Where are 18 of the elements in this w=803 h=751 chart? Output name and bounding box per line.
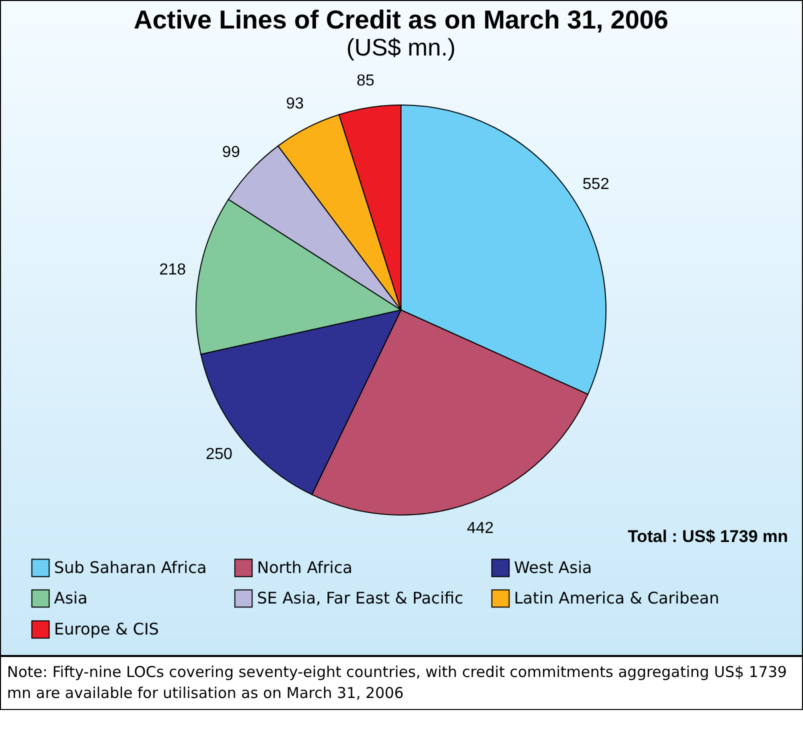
data-label: 93 (286, 96, 304, 113)
legend-label: SE Asia, Far East & Pacific (257, 588, 464, 608)
data-label: 250 (206, 446, 232, 463)
legend-label: West Asia (514, 558, 592, 577)
data-label: 552 (582, 176, 610, 194)
data-label: 218 (159, 261, 186, 278)
legend-label: Europe & CIS (54, 620, 159, 638)
legend-label: Asia (54, 588, 88, 608)
data-label: 99 (222, 144, 240, 162)
text: Note: Fifty-nine LOCs covering seventy-eight countries, with credit commitments aggregating US$ 1739 mn are available for utilisation as on March 31, 2006 (1, 655, 802, 709)
legend-label: North Africa (257, 558, 352, 577)
legend-label: Latin America & Caribean (514, 588, 720, 608)
data-label: 442 (466, 520, 494, 538)
text: Total : US$ 1739 mn (628, 527, 788, 547)
data-label: 85 (356, 72, 375, 90)
chart-title: Active Lines of Credit as on March 31, 2006 (134, 4, 668, 35)
legend-label: Sub Saharan Africa (54, 558, 207, 577)
chart-subtitle: (US$ mn.) (346, 34, 456, 62)
